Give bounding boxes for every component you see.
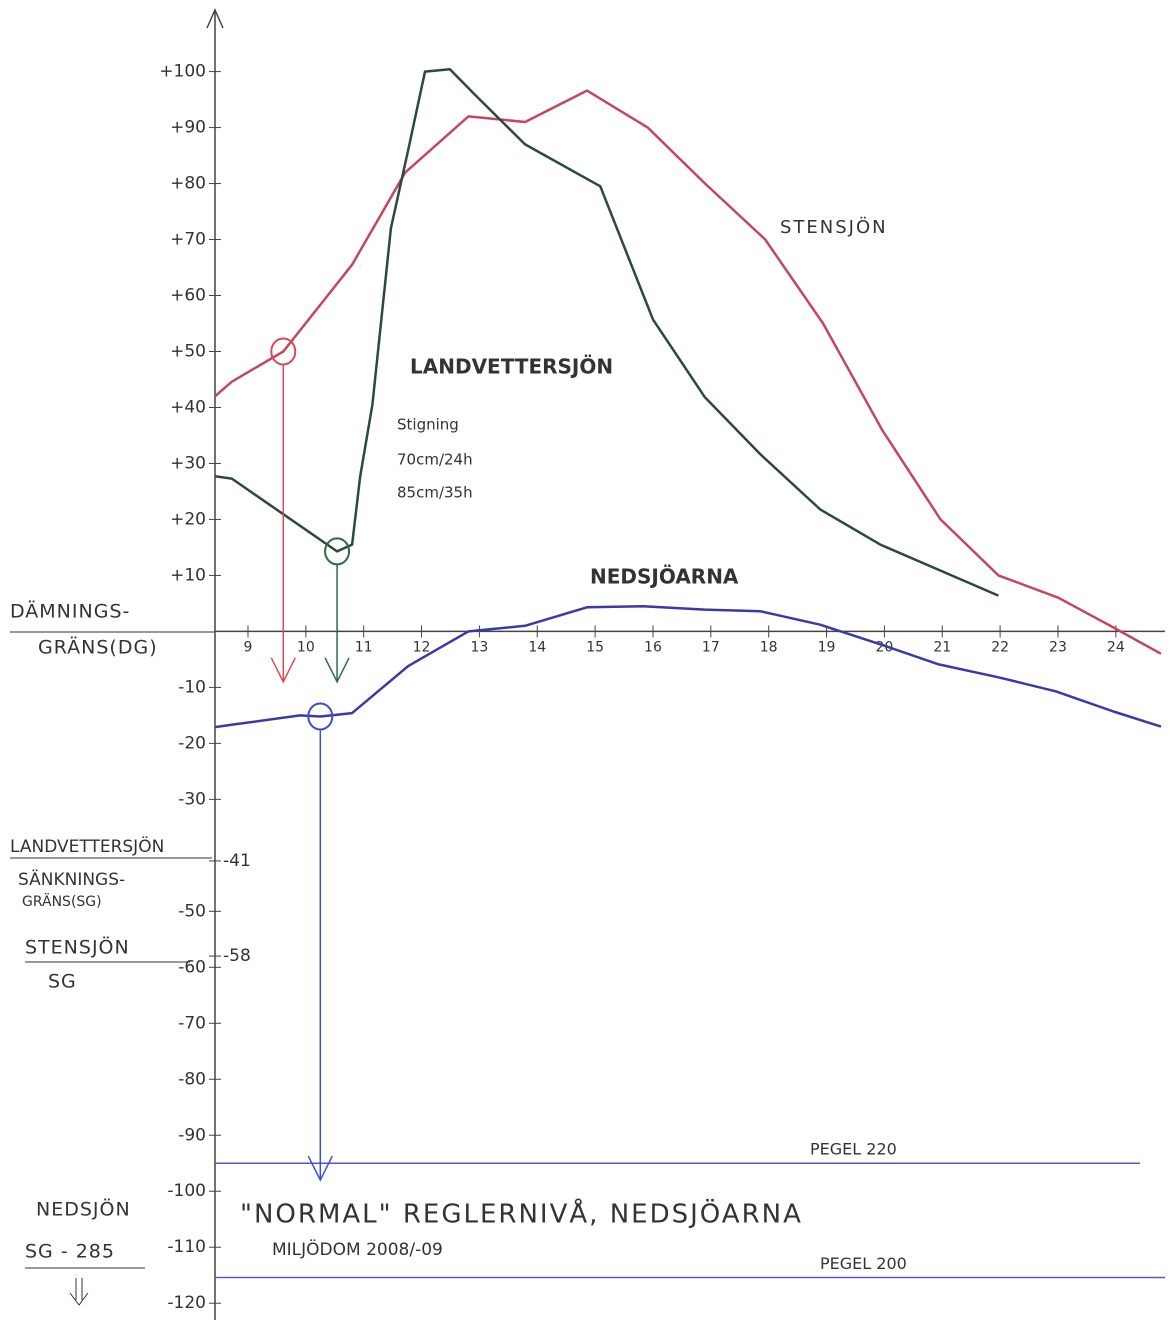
y-tick-label: -10 <box>178 677 206 697</box>
dg-label-2: GRÄNS(DG) <box>38 636 158 659</box>
stensjon-label-1: STENSJÖN <box>25 936 130 959</box>
landvetter-label-2: SÄNKNINGS- <box>18 869 125 890</box>
x-tick-label: 14 <box>528 639 546 655</box>
chart: DÄMNINGS- GRÄNS(DG) LANDVETTERSJÖN SÄNKN… <box>0 0 1170 1325</box>
reference-label: PEGEL 200 <box>820 1254 907 1273</box>
y-tick-label: +70 <box>170 230 206 250</box>
landvetter-label-3: GRÄNS(SG) <box>22 892 102 910</box>
y-tick-label: +40 <box>170 397 206 417</box>
x-tick-label: 24 <box>1107 639 1125 655</box>
series-label: NEDSJÖARNA <box>590 565 739 589</box>
y-tick-label: -70 <box>178 1013 206 1033</box>
limit-label: -41 <box>223 851 251 871</box>
normal-level-label: "NORMAL" REGLERNIVÅ, NEDSJÖARNA <box>240 1198 803 1230</box>
x-tick-label: 17 <box>702 639 720 655</box>
y-tick-label: +20 <box>170 509 206 529</box>
rise-label: Stigning <box>397 416 459 434</box>
series-line <box>215 606 1161 727</box>
nedsjon-sg-label: SG - 285 <box>25 1241 115 1263</box>
dg-label-1: DÄMNINGS- <box>10 600 130 623</box>
series-line <box>215 69 998 595</box>
stensjon-label-2: SG <box>48 971 77 993</box>
y-tick-label: -50 <box>178 901 206 921</box>
series-label: LANDVETTERSJÖN <box>410 355 613 379</box>
x-tick-label: 16 <box>644 639 662 655</box>
y-tick-label: +80 <box>170 174 206 194</box>
x-tick-label: 9 <box>244 639 253 655</box>
y-tick-label: -120 <box>167 1293 206 1313</box>
y-tick-label: +10 <box>170 565 206 585</box>
x-tick-label: 13 <box>470 639 488 655</box>
x-tick-label: 23 <box>1049 639 1067 655</box>
y-tick-label: +90 <box>170 118 206 138</box>
y-tick-label: +30 <box>170 453 206 473</box>
series-label: STENSJÖN <box>780 216 888 238</box>
court-label: MILJÖDOM 2008/-09 <box>272 1238 443 1260</box>
y-tick-label: -100 <box>167 1181 206 1201</box>
y-tick-label: +50 <box>170 341 206 361</box>
rise-label: 85cm/35h <box>397 484 473 502</box>
y-tick-label: -80 <box>178 1069 206 1089</box>
nedsjon-label: NEDSJÖN <box>36 1198 131 1221</box>
rise-label: 70cm/24h <box>397 451 473 469</box>
y-tick-label: -30 <box>178 789 206 809</box>
down-arrow-icon <box>70 1278 88 1305</box>
x-tick-label: 12 <box>413 639 431 655</box>
landvetter-label-1: LANDVETTERSJÖN <box>10 835 164 857</box>
y-tick-label: -90 <box>178 1125 206 1145</box>
reference-label: PEGEL 220 <box>810 1140 897 1159</box>
x-tick-label: 15 <box>586 639 604 655</box>
x-tick-label: 11 <box>355 639 373 655</box>
limit-label: -58 <box>223 946 251 966</box>
x-tick-label: 22 <box>991 639 1009 655</box>
y-tick-label: -20 <box>178 733 206 753</box>
x-tick-label: 18 <box>760 639 778 655</box>
x-tick-label: 10 <box>297 639 315 655</box>
y-tick-label: -110 <box>167 1237 206 1257</box>
x-tick-label: 19 <box>818 639 836 655</box>
y-tick-label: +60 <box>170 286 206 306</box>
y-tick-label: -60 <box>178 957 206 977</box>
y-tick-label: +100 <box>159 62 206 82</box>
x-tick-label: 21 <box>933 639 951 655</box>
